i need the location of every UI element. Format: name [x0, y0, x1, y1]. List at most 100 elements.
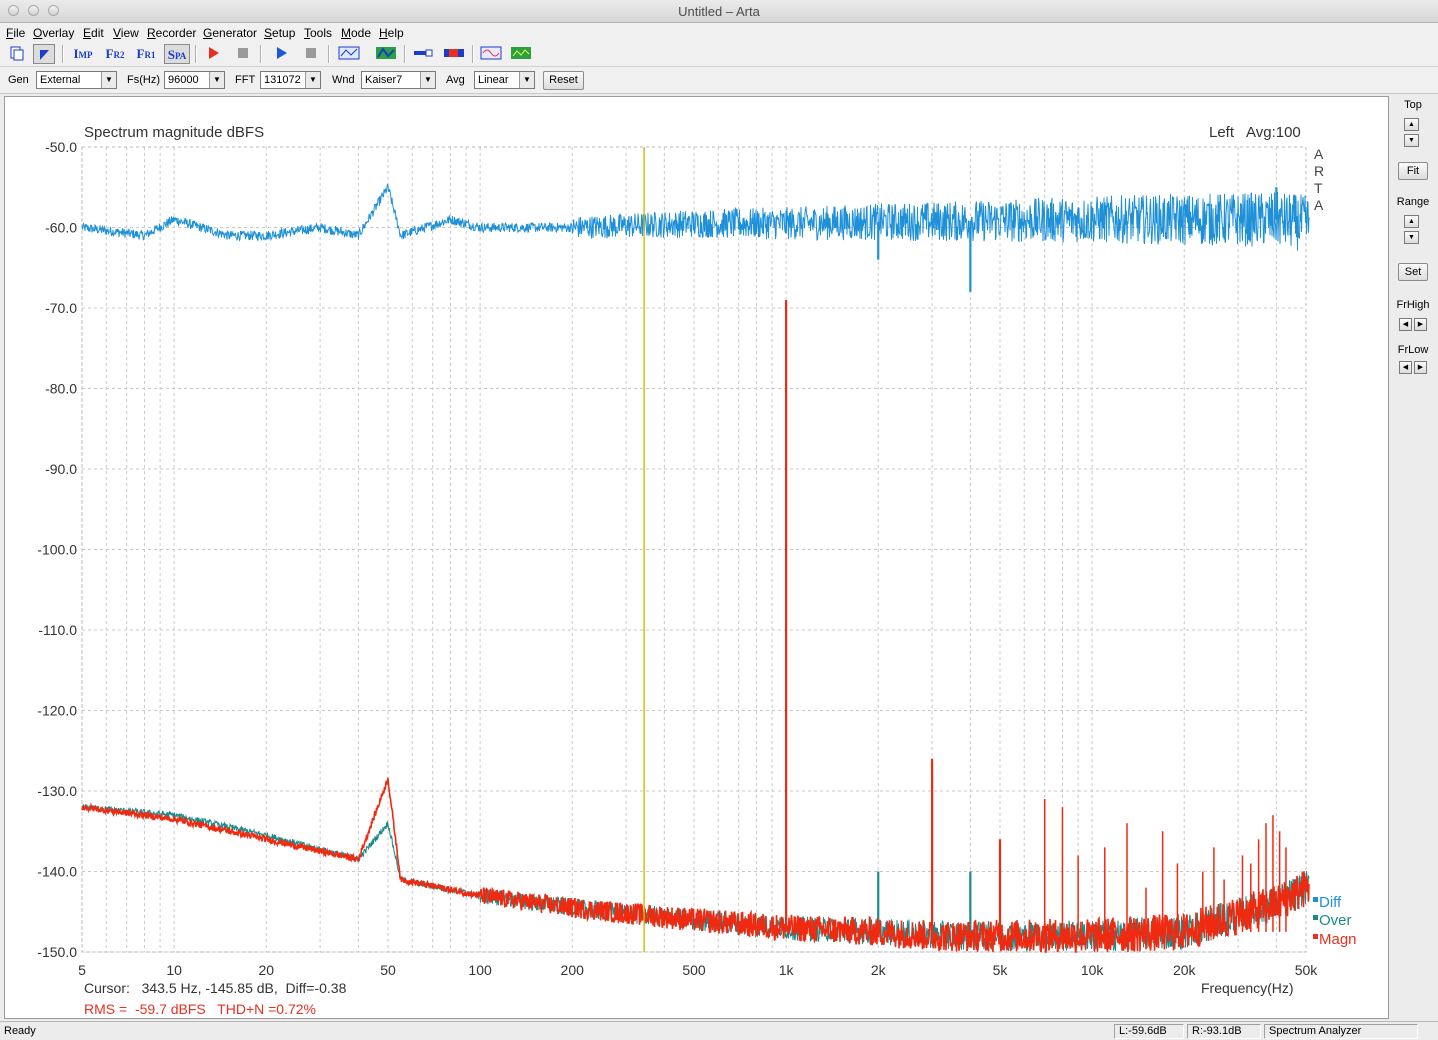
fs-label: Fs(Hz) — [127, 74, 160, 86]
fft-value: 131072 — [264, 74, 301, 86]
menu-view[interactable]: View — [113, 26, 139, 40]
avg-value: Linear — [478, 74, 509, 86]
toolbar-separator — [328, 45, 330, 63]
legend-over: Over — [1319, 912, 1352, 929]
range-down-arrow-icon[interactable]: ▼ — [1404, 231, 1419, 244]
abc-scale-icon[interactable] — [338, 44, 360, 64]
fit-button[interactable]: Fit — [1398, 162, 1428, 180]
y-tick-label: -120.0 — [37, 703, 77, 719]
zoom-window-button[interactable] — [48, 5, 59, 16]
menu-generator[interactable]: Generator — [203, 26, 258, 40]
parameter-bar: Gen External ▼ Fs(Hz) 96000 ▼ FFT 131072… — [0, 67, 1438, 94]
minimize-window-button[interactable] — [28, 5, 39, 16]
fft-select[interactable]: 131072 ▼ — [260, 71, 321, 89]
chevron-down-icon: ▼ — [420, 72, 435, 88]
status-bar: Ready L:-59.6dB R:-93.1dB Spectrum Analy… — [0, 1021, 1438, 1040]
wnd-value: Kaiser7 — [365, 74, 403, 86]
frhigh-right-arrow-icon[interactable]: ▶ — [1414, 318, 1427, 331]
range-label: Range — [1396, 196, 1430, 208]
menu-recorder[interactable]: Recorder — [147, 26, 197, 40]
line-level-icon[interactable] — [443, 44, 465, 64]
toolbar: IMP FR2 FR1 SPA — [0, 42, 1438, 67]
avg-select[interactable]: Linear ▼ — [474, 71, 535, 89]
x-tick-label: 10k — [1081, 962, 1105, 978]
legend-magn-swatch — [1313, 934, 1318, 939]
legend-diff-swatch — [1313, 897, 1318, 902]
toolbar-separator — [62, 45, 64, 63]
frlow-right-arrow-icon[interactable]: ▶ — [1414, 361, 1427, 374]
menu-bar: File Overlay Edit View Recorder Generato… — [0, 23, 1438, 42]
cursor-icon[interactable] — [33, 44, 55, 64]
wnd-select[interactable]: Kaiser7 ▼ — [361, 71, 436, 89]
left-level-readout: L:-59.6dB — [1114, 1024, 1184, 1039]
x-tick-label: 50k — [1295, 962, 1319, 978]
menu-help[interactable]: Help — [379, 26, 404, 40]
fr1-mode-button[interactable]: FR1 — [136, 46, 156, 61]
spectrum-scope-icon[interactable] — [510, 44, 532, 64]
watermark-letter: T — [1314, 180, 1323, 196]
range-up-arrow-icon[interactable]: ▲ — [1404, 215, 1419, 228]
toolbar-separator — [195, 45, 197, 63]
gen-value: External — [40, 74, 81, 86]
close-window-button[interactable] — [8, 5, 19, 16]
set-button[interactable]: Set — [1398, 263, 1428, 281]
x-tick-label: 2k — [871, 962, 887, 978]
toolbar-separator — [260, 45, 262, 63]
x-tick-label: 5 — [78, 962, 86, 978]
channel-label: Left — [1209, 124, 1235, 141]
frlow-left-arrow-icon[interactable]: ◀ — [1399, 361, 1412, 374]
x-tick-label: 100 — [468, 962, 492, 978]
frhigh-left-arrow-icon[interactable]: ◀ — [1399, 318, 1412, 331]
fr2-mode-button[interactable]: FR2 — [105, 46, 125, 61]
fft-label: FFT — [235, 74, 256, 86]
diff-trace — [81, 183, 1310, 251]
spa-mode-button[interactable]: SPA — [164, 44, 190, 64]
gen-select[interactable]: External ▼ — [36, 71, 117, 89]
y-tick-label: -70.0 — [45, 300, 77, 316]
frlow-label: FrLow — [1397, 344, 1429, 356]
reset-button[interactable]: Reset — [543, 71, 584, 90]
imp-mode-button[interactable]: IMP — [73, 46, 93, 61]
chevron-down-icon: ▼ — [101, 72, 116, 88]
spectrum-plot-panel[interactable]: -50.0 -60.0 -70.0 -80.0 -90.0 -100.0 -110.0 -12… — [4, 96, 1389, 1019]
copy-icon[interactable] — [6, 44, 28, 64]
fs-select[interactable]: 96000 ▼ — [164, 71, 225, 89]
legend-magn: Magn — [1319, 931, 1357, 948]
menu-tools[interactable]: Tools — [304, 26, 333, 40]
top-down-arrow-icon[interactable]: ▼ — [1404, 134, 1419, 147]
menu-overlay[interactable]: Overlay — [33, 26, 75, 40]
y-tick-label: -80.0 — [45, 381, 77, 397]
chart-color-icon[interactable] — [375, 44, 397, 64]
probe-icon[interactable] — [412, 44, 434, 64]
menu-file[interactable]: File — [6, 26, 26, 40]
y-tick-label: -90.0 — [45, 461, 77, 477]
menu-edit[interactable]: Edit — [83, 26, 104, 40]
top-label: Top — [1404, 99, 1422, 111]
y-tick-label: -50.0 — [45, 139, 77, 155]
chart-ticks: -50.0 -60.0 -70.0 -80.0 -90.0 -100.0 -110.0 -12… — [37, 139, 1318, 978]
x-tick-label: 20 — [258, 962, 274, 978]
x-tick-label: 1k — [779, 962, 795, 978]
chevron-down-icon: ▼ — [519, 72, 534, 88]
oscilloscope-icon[interactable] — [480, 44, 502, 64]
generator-stop-icon[interactable] — [300, 44, 322, 64]
avg-label: Avg — [446, 74, 465, 86]
chart-title: Spectrum magnitude dBFS — [84, 124, 264, 141]
record-play-icon[interactable] — [202, 44, 224, 64]
frhigh-label: FrHigh — [1396, 299, 1430, 311]
y-tick-label: -150.0 — [37, 944, 77, 960]
gen-label: Gen — [8, 74, 29, 86]
watermark-letter: A — [1314, 197, 1324, 213]
x-tick-label: 20k — [1173, 962, 1197, 978]
x-axis-label: Frequency(Hz) — [1201, 980, 1294, 996]
side-panel: Top ▲ ▼ Fit Range ▲ ▼ Set FrHigh ◀ ▶ FrL… — [1390, 94, 1438, 1019]
generator-play-icon[interactable] — [270, 44, 292, 64]
x-tick-label: 500 — [682, 962, 706, 978]
x-tick-label: 10 — [166, 962, 182, 978]
menu-mode[interactable]: Mode — [341, 26, 372, 40]
record-stop-icon[interactable] — [232, 44, 254, 64]
x-tick-label: 200 — [561, 962, 585, 978]
menu-setup[interactable]: Setup — [264, 26, 296, 40]
spectrum-chart[interactable]: -50.0 -60.0 -70.0 -80.0 -90.0 -100.0 -110.0 -12… — [5, 97, 1388, 1018]
top-up-arrow-icon[interactable]: ▲ — [1404, 118, 1419, 131]
